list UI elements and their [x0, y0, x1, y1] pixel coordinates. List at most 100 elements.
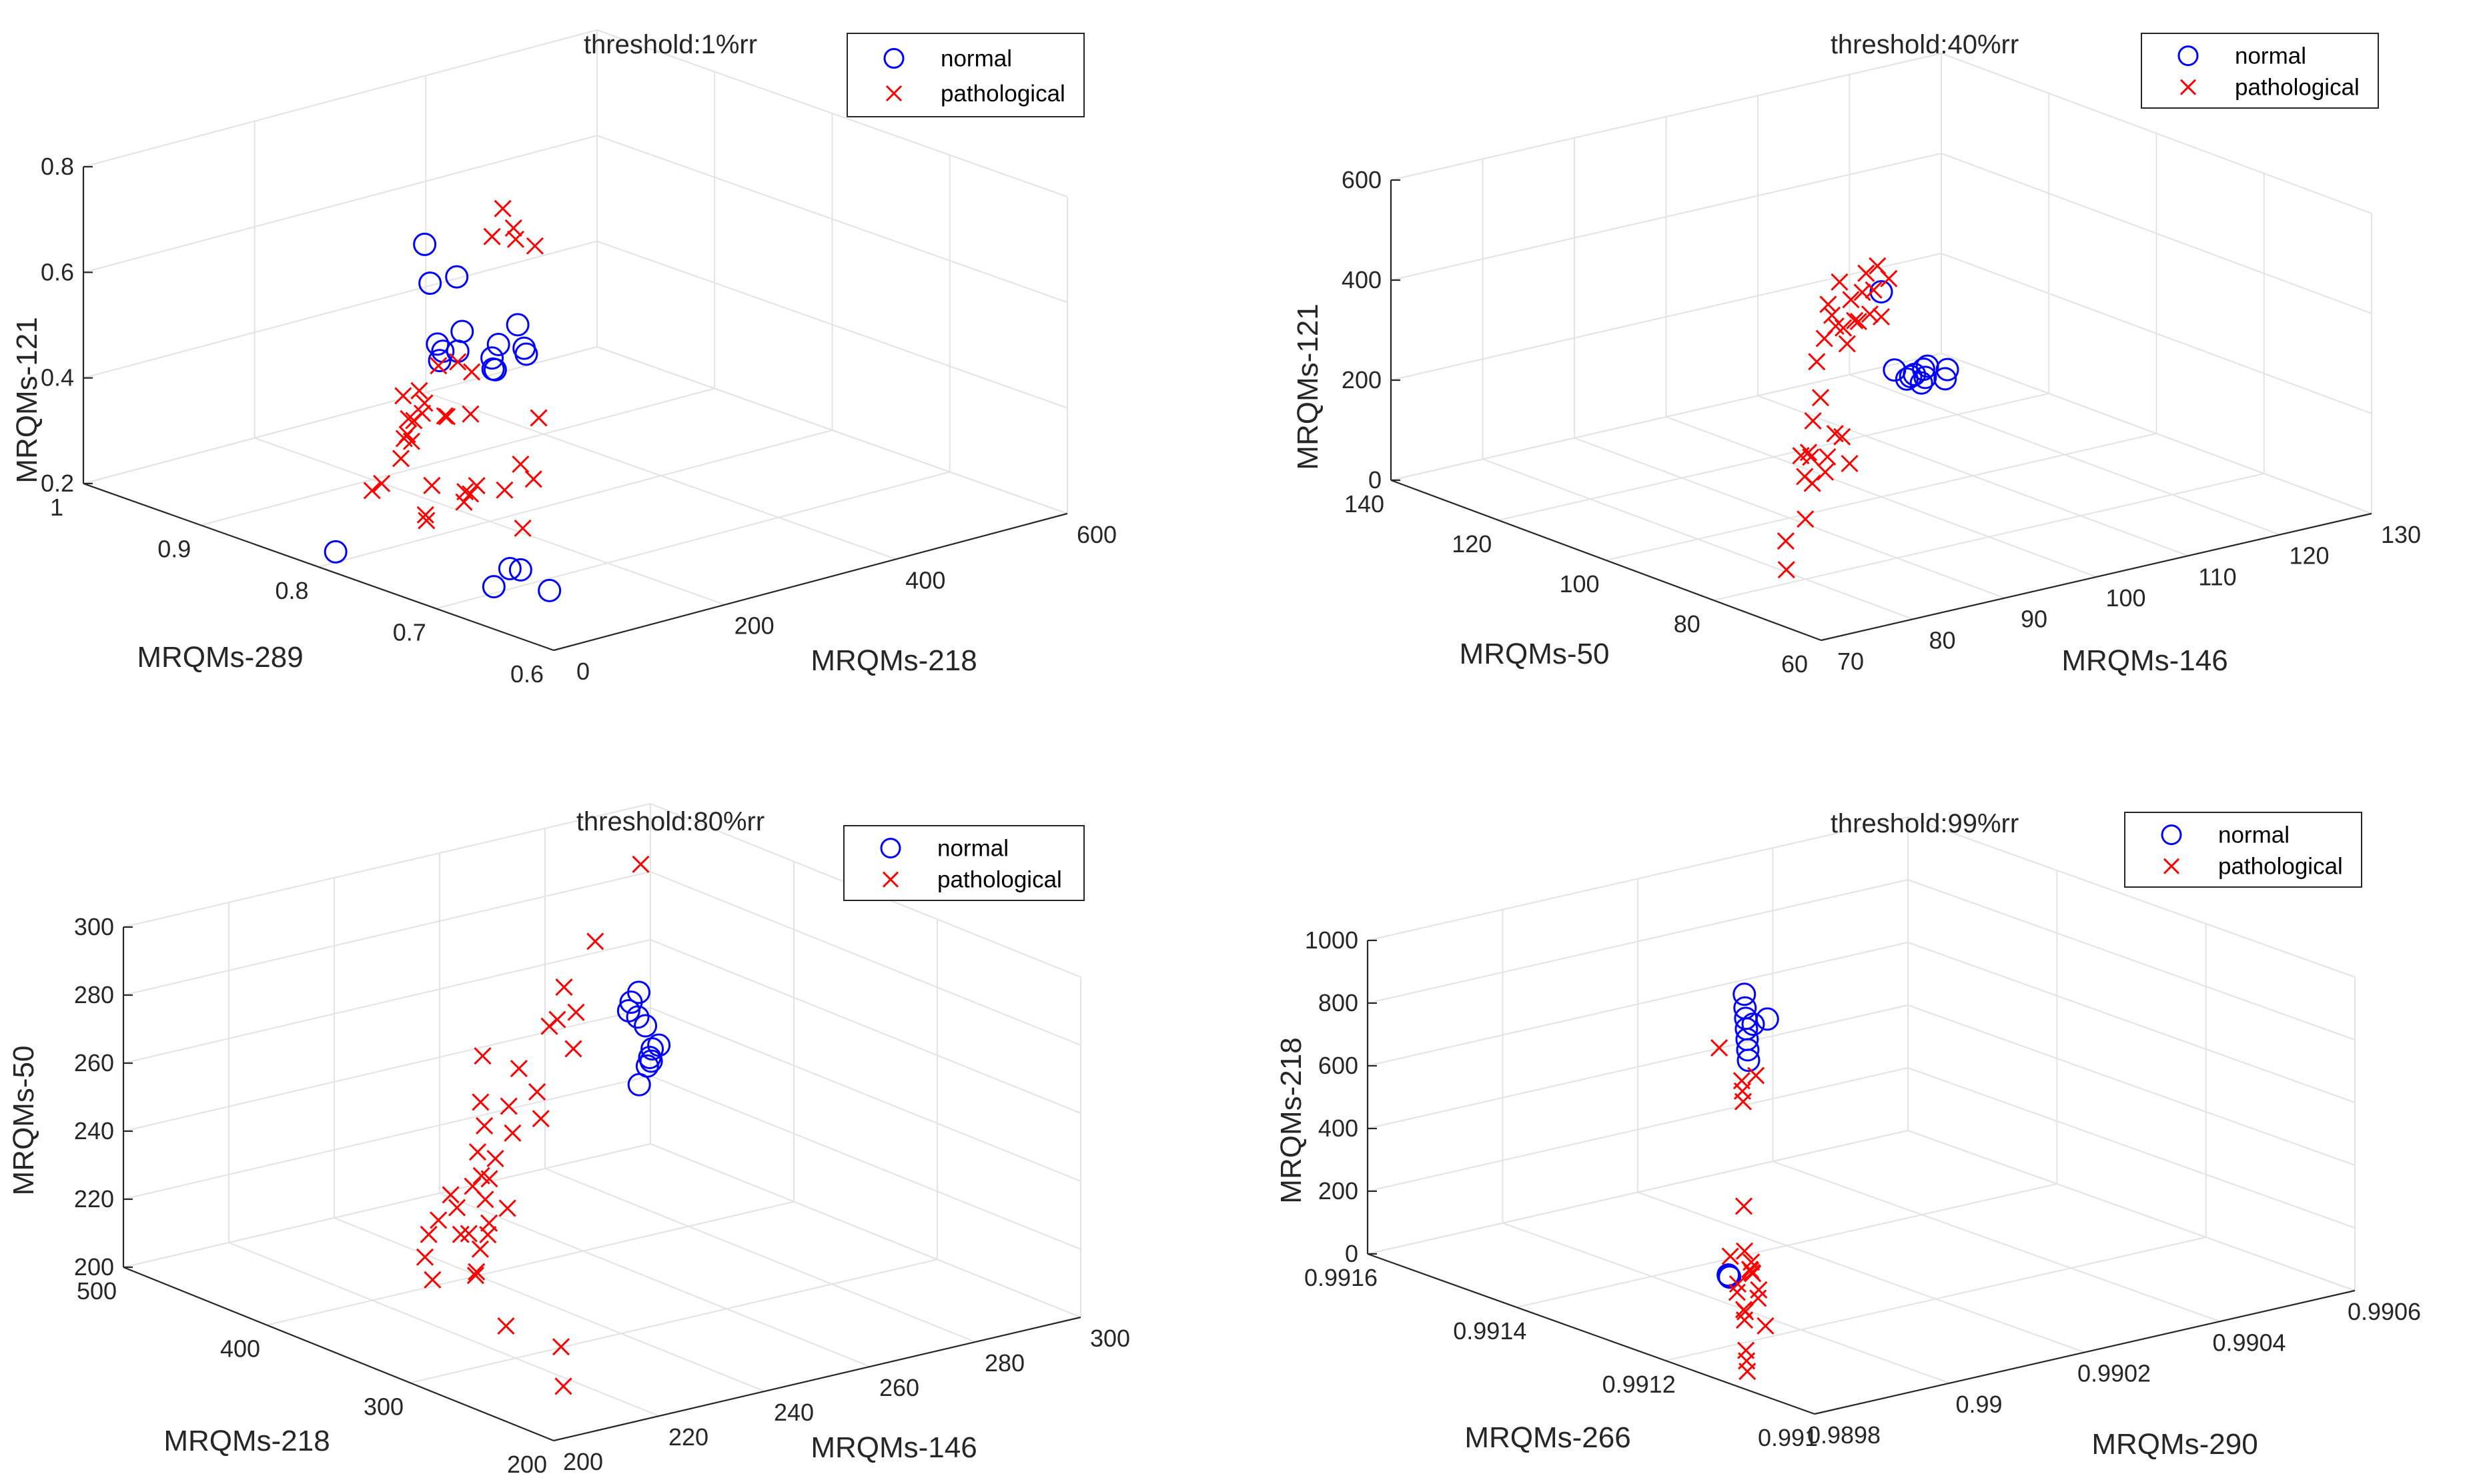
x-tick-label: 100	[1559, 570, 1599, 598]
data-point-pathological	[512, 455, 530, 474]
data-point-pathological	[1853, 283, 1871, 301]
data-point-pathological	[1710, 1038, 1728, 1057]
z-tick-label: 0.2	[41, 470, 74, 497]
data-point-pathological	[1846, 311, 1864, 329]
data-point-pathological	[1841, 454, 1859, 473]
panel-3: 200 220 240 260 280 300 500 400 300 200 200 220 240 2…	[7, 803, 1130, 1478]
grid-line	[123, 1075, 651, 1200]
data-point-pathological	[468, 1143, 487, 1161]
y-tick-label: 600	[1077, 521, 1117, 548]
data-point-normal	[481, 357, 505, 381]
data-point-pathological	[405, 412, 423, 430]
data-point-pathological	[555, 978, 573, 996]
data-point-pathological	[1842, 291, 1860, 309]
y-tick-label: 400	[905, 566, 945, 594]
y-tick-label: 100	[2105, 584, 2145, 612]
y-tick-label: 300	[1090, 1325, 1130, 1352]
x-axis-label: MRQMs-266	[1464, 1421, 1630, 1454]
data-point-pathological	[504, 1124, 522, 1142]
grid-line	[425, 392, 897, 560]
grid-line	[123, 1007, 651, 1132]
z-tick-label: 0.8	[41, 153, 74, 180]
grid-line	[650, 1075, 1081, 1250]
x-tick-label: 1	[50, 494, 63, 521]
data-point-pathological	[483, 227, 501, 245]
y-tick-label: 200	[734, 612, 775, 640]
data-point-normal	[1909, 371, 1933, 395]
y-tick-label: 70	[1837, 648, 1864, 675]
legend: normal pathological	[847, 33, 1085, 117]
data-point-pathological	[416, 1248, 434, 1266]
series-normal	[616, 980, 671, 1096]
data-point-normal	[508, 558, 532, 582]
grid-line	[410, 1259, 938, 1384]
grid-line	[1482, 458, 1913, 620]
legend-normal-marker	[880, 838, 901, 859]
grid-line	[254, 437, 726, 606]
data-point-normal	[1741, 1012, 1765, 1036]
data-point-pathological	[395, 430, 413, 448]
data-point-pathological	[506, 230, 525, 248]
grid-line	[1941, 353, 2372, 514]
legend-pathological-marker	[885, 85, 903, 102]
grid-line	[200, 388, 715, 526]
data-point-pathological	[1872, 307, 1891, 326]
grid-line	[1773, 1161, 2220, 1323]
x-axis-label: MRQMs-289	[137, 641, 303, 674]
grid-line	[334, 1217, 765, 1392]
data-point-pathological	[394, 387, 412, 405]
data-point-pathological	[392, 450, 410, 468]
data-point-pathological	[1865, 281, 1883, 299]
grid-line	[123, 1143, 651, 1268]
z-tick-label: 1000	[1305, 926, 1358, 954]
grid-line	[83, 346, 598, 484]
data-point-pathological	[472, 1093, 490, 1111]
data-point-pathological	[497, 1317, 515, 1335]
z-axis-label: MRQMs-121	[11, 317, 43, 483]
data-point-pathological	[552, 1338, 570, 1356]
data-point-normal	[640, 1037, 664, 1061]
data-point-pathological	[1741, 1261, 1759, 1279]
z-axis-label: MRQMs-218	[1275, 1037, 1308, 1203]
data-point-pathological	[1721, 1247, 1739, 1265]
z-tick-label: 0.4	[41, 364, 74, 392]
grid-line	[266, 1201, 795, 1326]
data-point-pathological	[530, 409, 548, 427]
x-tick-label: 200	[507, 1451, 547, 1478]
data-point-pathological	[1777, 532, 1795, 550]
data-point-pathological	[1869, 257, 1887, 275]
legend-box	[2124, 812, 2362, 888]
z-tick-label: 280	[74, 981, 114, 1008]
x-axis-line	[83, 482, 554, 652]
panel-4: 0 200 400 600 800 1000 0.9916 0.9914 0.9912 0.991…	[1275, 809, 2421, 1461]
data-point-pathological	[1823, 306, 1841, 324]
legend-normal-label: normal	[937, 836, 1009, 862]
data-point-pathological	[1816, 463, 1835, 481]
data-point-pathological	[452, 1225, 470, 1243]
grid-line	[318, 430, 833, 568]
data-point-pathological	[510, 1060, 528, 1078]
data-point-pathological	[449, 353, 467, 371]
z-tick-label: 200	[1318, 1177, 1358, 1205]
data-point-pathological	[420, 1225, 438, 1243]
y-tick-label: 110	[2198, 563, 2236, 590]
x-tick-label: 0.991	[1758, 1424, 1818, 1451]
grid-line	[1907, 879, 2356, 1040]
data-point-normal	[1883, 358, 1907, 382]
data-point-normal	[418, 271, 442, 295]
data-point-normal	[1755, 1007, 1779, 1031]
data-point-pathological	[532, 1110, 550, 1128]
data-point-normal	[426, 332, 450, 356]
grid-line	[83, 29, 598, 167]
data-point-pathological	[526, 237, 544, 255]
grid-line	[650, 871, 1081, 1046]
data-point-normal	[634, 1014, 658, 1038]
y-tick-label: 120	[2289, 542, 2329, 570]
data-point-pathological	[540, 1017, 558, 1035]
series-normal	[1716, 982, 1779, 1289]
panel-1: 0.2 0.4 0.6 0.8 1 0.9 0.8 0.7 0.6 0 200 400 600 MRQMs…	[11, 29, 1117, 688]
data-point-pathological	[462, 485, 480, 503]
legend-normal-label: normal	[941, 46, 1012, 72]
grid-line	[1574, 437, 2005, 599]
data-point-pathological	[430, 1211, 448, 1229]
